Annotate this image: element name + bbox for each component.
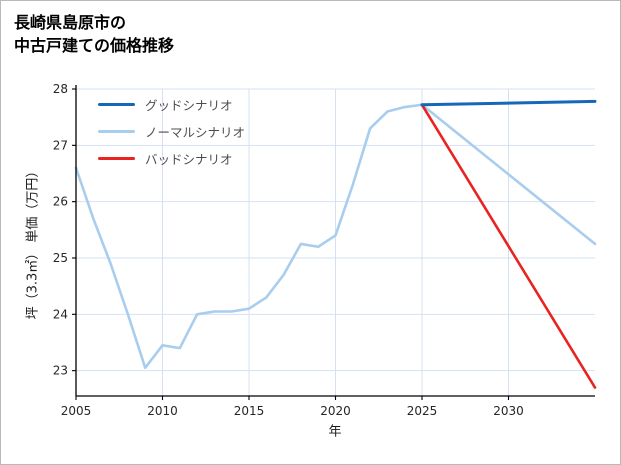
svg-text:2005: 2005 [61, 404, 92, 418]
svg-text:2020: 2020 [320, 404, 351, 418]
svg-text:2010: 2010 [147, 404, 178, 418]
svg-text:23: 23 [53, 364, 68, 378]
legend-item-normal-scenario: ノーマルシナリオ [98, 118, 245, 145]
x-axis-label: 年 [328, 424, 342, 440]
svg-text:2015: 2015 [234, 404, 265, 418]
good-scenario-label: グッドシナリオ [145, 98, 233, 113]
legend-item-good-scenario: グッドシナリオ [98, 91, 245, 118]
svg-text:24: 24 [53, 307, 68, 321]
svg-text:2030: 2030 [493, 404, 524, 418]
normal-scenario-line-swatch [98, 130, 135, 133]
bad-scenario-line-swatch [98, 157, 135, 160]
chart-title: 長崎県島原市の 中古戸建ての価格推移 [14, 11, 174, 57]
svg-text:27: 27 [53, 138, 68, 152]
good-scenario-line-swatch [98, 103, 135, 106]
svg-text:25: 25 [53, 251, 68, 265]
svg-text:2025: 2025 [407, 404, 438, 418]
y-axis-label: 坪（3.3㎡） 単価（万円） [25, 164, 41, 320]
legend-item-bad-scenario: バッドシナリオ [98, 145, 245, 172]
normal-scenario-label: ノーマルシナリオ [145, 125, 246, 140]
bad-scenario-label: バッドシナリオ [145, 152, 233, 167]
svg-text:26: 26 [53, 195, 68, 209]
chart-title-line2: 中古戸建ての価格推移 [14, 36, 175, 56]
chart-title-line1: 長崎県島原市の [14, 13, 127, 32]
svg-text:28: 28 [53, 82, 68, 96]
legend: グッドシナリオ ノーマルシナリオ バッドシナリオ [98, 91, 245, 172]
